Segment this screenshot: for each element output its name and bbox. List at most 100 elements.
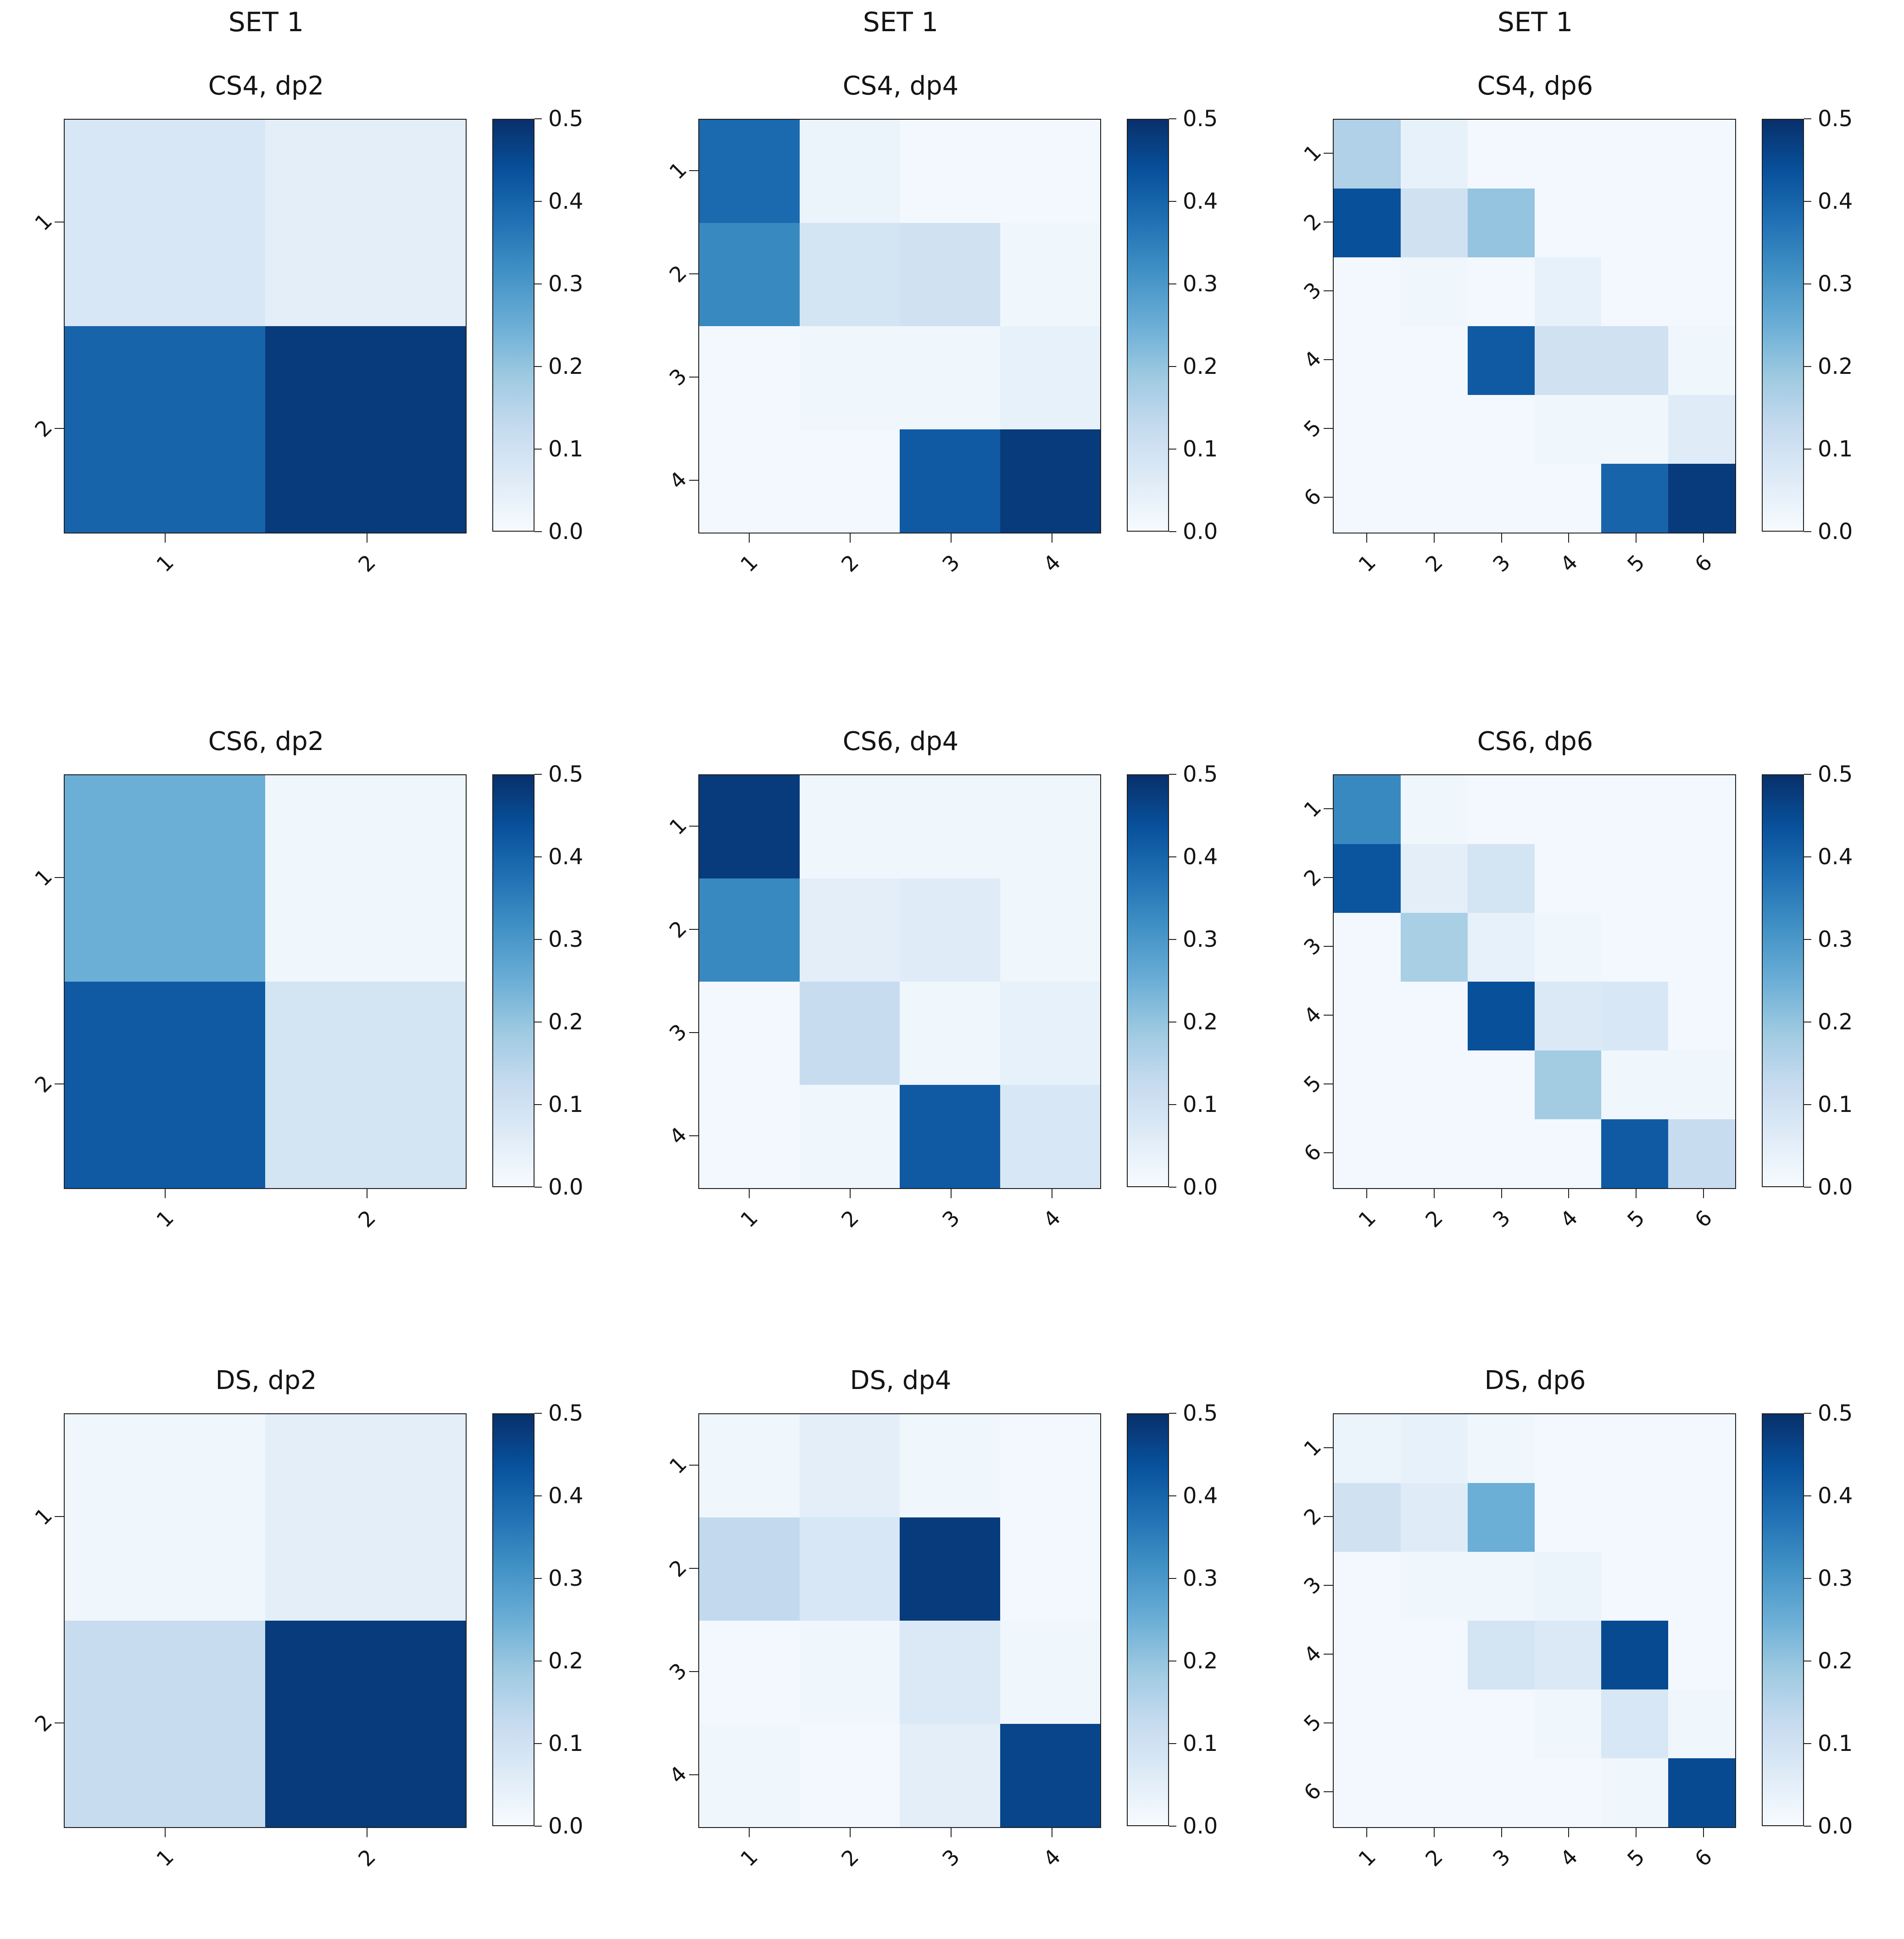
heatmap-cell [1000,878,1100,982]
x-tick-label: 2 [836,550,864,577]
colorbar-tick-mark [1169,366,1176,367]
x-tick: 1 [64,1828,266,1906]
heatmap-cell [265,120,466,327]
x-tick: 3 [1468,1189,1535,1267]
colorbar-tick-mark [1804,531,1811,533]
x-tick-mark [850,533,851,543]
colorbar-tick: 0.0 [1804,521,1853,543]
y-tick-label: 1 [664,1451,691,1479]
colorbar-tick: 0.3 [534,273,583,295]
column-suptitle: SET 1 [228,6,304,38]
x-tick-mark [165,1189,166,1199]
heatmap-cell [900,223,1000,327]
heatmap-cell [799,982,900,1085]
x-axis-tick-labels: 1 2 3 4 [699,1828,1102,1906]
heatmap-cell [1601,395,1669,464]
y-tick: 4 [1269,981,1333,1050]
x-tick: 1 [1333,533,1401,611]
heatmap-cell [1467,1758,1535,1828]
colorbar-tick-label: 0.0 [1818,519,1853,545]
colorbar: 0.0 0.1 0.2 0.3 0.4 0.5 [1127,1402,1269,1837]
heatmap-cell [1334,1552,1401,1621]
colorbar-tick-mark [1804,1413,1811,1414]
heatmap-cell [900,982,1000,1085]
y-tick-label: 3 [664,1019,691,1046]
x-tick-mark [1568,1189,1570,1199]
y-tick-mark [689,1567,699,1569]
heatmap-cell [1601,1050,1669,1120]
heatmap-cell [1400,189,1468,258]
x-tick: 2 [800,533,901,611]
colorbar-tick-label: 0.5 [548,761,584,788]
x-tick: 4 [1002,533,1102,611]
heatmap-cell [1534,913,1602,982]
y-tick: 6 [1269,1757,1333,1826]
heatmap-cell [1400,120,1468,189]
heatmap-cell [1000,120,1100,223]
colorbar-tick: 0.5 [1169,1402,1218,1424]
colorbar-tick-label: 0.1 [1818,1731,1853,1757]
colorbar: 0.0 0.1 0.2 0.3 0.4 0.5 [492,108,635,543]
colorbar-tick: 0.2 [534,1011,583,1033]
heatmap-cell [1334,1758,1401,1828]
panel-cs6-dp6: CS6, dp6 1 2 3 4 5 6 0.0 0.1 0.2 0.3 0.4 0.5 1 2 3 4 5… [1269,667,1904,1335]
x-tick-label: 2 [1420,1205,1448,1233]
heatmap-cell [799,1517,900,1621]
x-tick-mark [1366,1828,1368,1838]
colorbar-tick-label: 0.3 [1183,1566,1218,1592]
colorbar-tick-mark [534,1495,542,1497]
colorbar-tick: 0.0 [1169,1815,1218,1837]
heatmap-cell [1467,1552,1535,1621]
heatmap-cell [799,1621,900,1724]
colorbar-tick: 0.1 [534,1733,583,1755]
heatmap-cell [1668,775,1735,844]
heatmap-cell [265,326,466,533]
y-tick: 2 [635,1517,699,1620]
y-tick-label: 1 [29,864,57,891]
heatmap-cell [799,223,900,327]
colorbar-tick-mark [1804,201,1811,202]
y-axis-tick-labels: 1 2 3 4 5 6 [1269,1413,1333,1826]
colorbar-tick: 0.0 [1169,1176,1218,1198]
y-tick-label: 1 [1299,795,1326,822]
heatmap-cell [699,1414,800,1518]
colorbar: 0.0 0.1 0.2 0.3 0.4 0.5 [1762,763,1904,1198]
heatmap-cell [1334,1483,1401,1552]
heatmap-cell [1400,844,1468,913]
x-tick-mark [749,533,750,543]
heatmap-cell [1601,1414,1669,1483]
x-tick: 3 [1468,1828,1535,1906]
colorbar-tick-mark [534,774,542,775]
heatmap-cell [1334,844,1401,913]
colorbar-gradient [1127,1413,1169,1827]
heatmap-cell [1534,120,1602,189]
heatmap-cell [1534,326,1602,395]
x-tick-label: 2 [353,1205,381,1233]
heatmap-cell [265,982,466,1189]
colorbar-tick-mark [1804,1495,1811,1497]
colorbar: 0.0 0.1 0.2 0.3 0.4 0.5 [1762,108,1904,543]
y-axis-tick-labels: 1 2 3 4 5 6 [1269,774,1333,1187]
panel-cs6-dp4: CS6, dp4 1 2 3 4 0.0 0.1 0.2 0.3 0.4 0.5 1 2 3 4 [635,667,1269,1335]
colorbar-tick-mark [1804,856,1811,858]
y-tick: 2 [635,878,699,981]
colorbar-tick: 0.2 [1804,1011,1853,1033]
heatmap-cell [900,326,1000,430]
y-tick-label: 3 [664,363,691,391]
heatmap-cell [799,429,900,533]
heatmap-cell [699,982,800,1085]
heatmap-cell [1000,775,1100,879]
colorbar-tick: 0.4 [1169,1485,1218,1507]
colorbar-tick-label: 0.4 [548,1483,584,1509]
heatmap-cell [900,1621,1000,1724]
heatmap-cell [1601,1689,1669,1759]
colorbar-tick-mark [1169,939,1176,940]
x-axis-tick-labels: 1 2 3 4 5 6 [1333,1189,1737,1267]
colorbar: 0.0 0.1 0.2 0.3 0.4 0.5 [1127,108,1269,543]
heatmap-cell [699,326,800,430]
x-tick-label: 6 [1690,1844,1717,1872]
colorbar-tick-label: 0.4 [1818,844,1853,870]
x-tick: 5 [1603,1189,1670,1267]
y-tick-mark [55,1083,64,1085]
